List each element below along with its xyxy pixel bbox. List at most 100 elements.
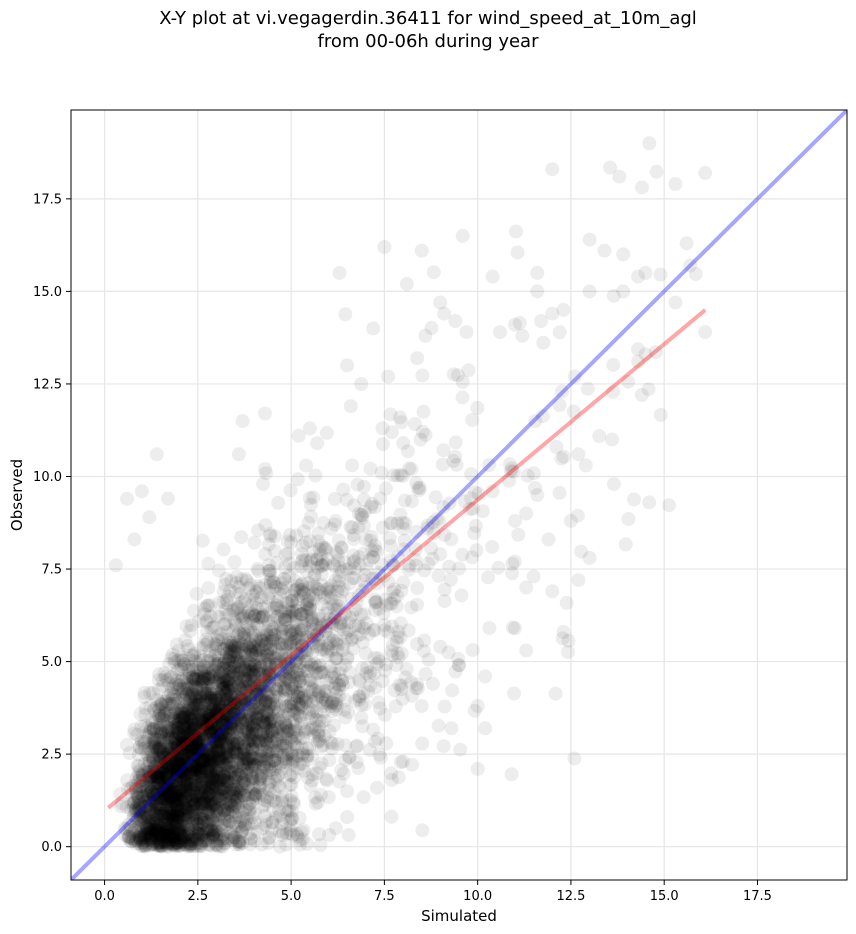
- data-point: [147, 819, 162, 834]
- data-point: [509, 224, 523, 239]
- data-point: [175, 755, 190, 770]
- data-point: [150, 770, 165, 785]
- data-point: [183, 689, 198, 704]
- data-point: [235, 711, 250, 726]
- data-point: [142, 773, 157, 788]
- data-point: [336, 637, 351, 652]
- data-point: [146, 736, 161, 751]
- data-point: [295, 554, 310, 569]
- data-point: [169, 789, 184, 804]
- data-point: [248, 788, 263, 803]
- data-point: [311, 726, 325, 741]
- data-point: [194, 770, 209, 785]
- data-point: [148, 798, 163, 813]
- data-point: [148, 827, 163, 842]
- data-point: [219, 704, 234, 719]
- data-point: [166, 812, 181, 827]
- data-point: [245, 742, 260, 757]
- data-point: [176, 717, 191, 732]
- data-point: [137, 832, 152, 847]
- data-point: [171, 740, 186, 755]
- data-point: [183, 717, 198, 732]
- data-point: [208, 813, 223, 828]
- data-point: [282, 660, 297, 675]
- data-point: [372, 565, 386, 580]
- data-point: [229, 618, 244, 633]
- data-point: [192, 726, 207, 741]
- data-point: [201, 705, 216, 720]
- data-point: [215, 708, 229, 723]
- data-point: [136, 836, 151, 851]
- data-point: [158, 669, 173, 684]
- data-point: [282, 569, 297, 584]
- data-point: [149, 769, 164, 784]
- data-point: [163, 697, 178, 712]
- data-point: [236, 813, 250, 828]
- data-point: [127, 795, 142, 810]
- data-point: [164, 686, 178, 701]
- data-point: [567, 751, 582, 766]
- data-point: [222, 607, 237, 622]
- data-point: [135, 828, 150, 843]
- data-point: [197, 754, 212, 769]
- data-point: [202, 707, 217, 722]
- data-point: [229, 647, 244, 662]
- data-point: [239, 672, 254, 687]
- data-point: [290, 706, 305, 721]
- data-point: [141, 822, 155, 837]
- data-point: [291, 685, 306, 700]
- data-point: [277, 605, 291, 620]
- data-point: [203, 691, 218, 706]
- data-point: [167, 825, 182, 840]
- data-point: [195, 825, 210, 840]
- data-point: [444, 532, 459, 547]
- data-point: [216, 717, 231, 732]
- data-point: [223, 825, 238, 839]
- data-point: [217, 717, 232, 732]
- data-point: [280, 534, 295, 549]
- data-point: [215, 657, 229, 672]
- data-point: [208, 780, 223, 795]
- data-point: [222, 650, 237, 665]
- data-point: [292, 699, 307, 714]
- data-point: [294, 699, 309, 714]
- data-point: [174, 815, 188, 830]
- data-point: [243, 608, 257, 623]
- data-point: [184, 804, 199, 819]
- data-point: [152, 777, 166, 792]
- data-point: [366, 722, 381, 737]
- data-point: [485, 540, 500, 554]
- data-point: [218, 703, 233, 718]
- data-point: [148, 780, 163, 795]
- data-point: [219, 661, 234, 676]
- data-point: [287, 725, 301, 740]
- data-point: [163, 770, 178, 785]
- data-point: [213, 674, 228, 689]
- data-point: [227, 742, 242, 757]
- data-point: [241, 755, 256, 770]
- data-point: [164, 757, 179, 772]
- data-point: [143, 813, 158, 828]
- data-point: [257, 670, 272, 685]
- data-point: [151, 801, 166, 816]
- data-point: [233, 746, 248, 761]
- data-point: [226, 690, 241, 705]
- data-point: [227, 786, 242, 801]
- data-point: [299, 598, 314, 612]
- data-point: [201, 738, 216, 753]
- data-point: [246, 588, 261, 603]
- data-point: [195, 755, 210, 770]
- data-point: [295, 637, 310, 652]
- data-point: [168, 692, 183, 707]
- data-point: [227, 738, 242, 752]
- data-point: [319, 425, 334, 440]
- data-point: [140, 781, 154, 796]
- data-point: [300, 753, 315, 767]
- data-point: [176, 734, 191, 749]
- data-point: [329, 651, 344, 666]
- data-point: [328, 610, 342, 625]
- data-point: [247, 672, 262, 686]
- data-point: [206, 676, 221, 690]
- data-point: [192, 727, 207, 742]
- data-point: [224, 714, 239, 729]
